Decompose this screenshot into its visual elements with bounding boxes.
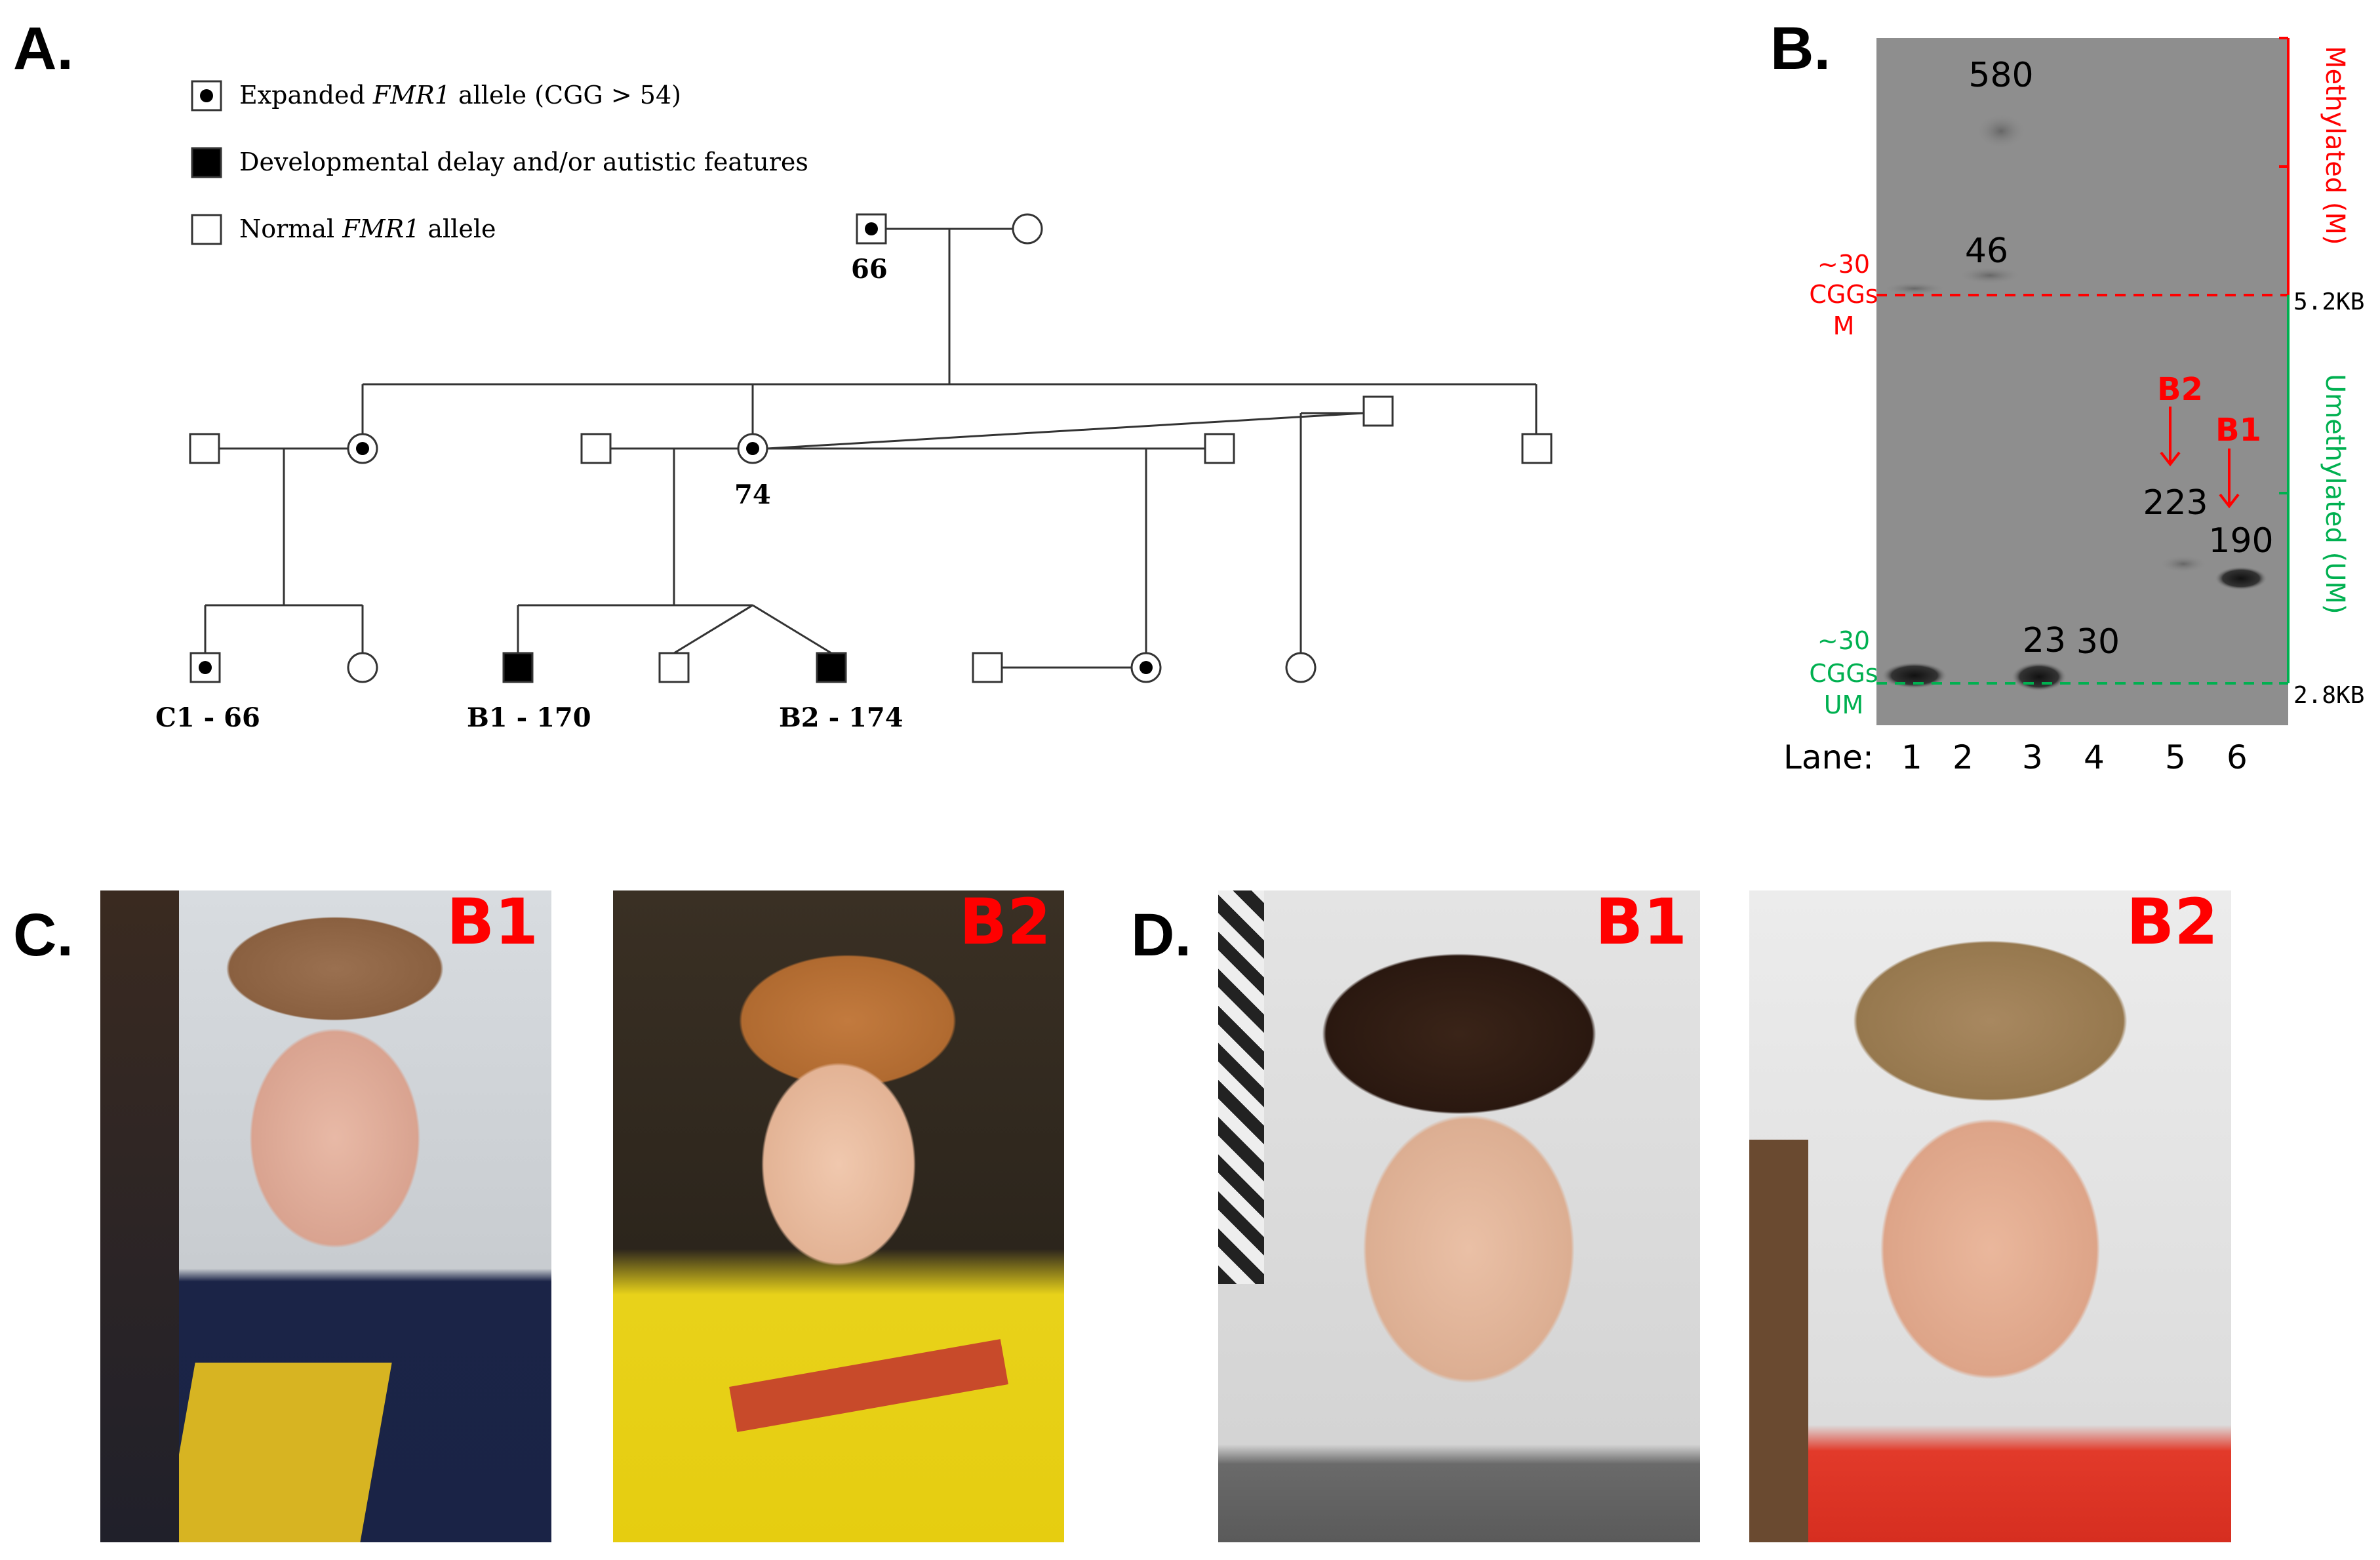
band-lane1-m [1882, 282, 1947, 295]
legend-normal-symbol [191, 214, 222, 245]
legend-normal-text: Normal FMR1 allele [239, 214, 496, 243]
left-um-line3: UM [1824, 690, 1864, 719]
c1-label: C1 - 66 [155, 702, 260, 733]
band-label-223: 223 [2143, 483, 2208, 523]
arrow-label-b1: B1 [2215, 412, 2261, 449]
lane-1: 1 [1901, 738, 1922, 776]
lane-6: 6 [2227, 738, 2248, 776]
methylated-label: Methylated (M) [2320, 46, 2350, 245]
band-label-46: 46 [1965, 231, 2008, 271]
panel-a-label: A. [13, 15, 73, 82]
panel-c-label: C. [13, 902, 73, 969]
lane-prefix: Lane: [1783, 738, 1874, 776]
band-label-580: 580 [1968, 56, 2033, 95]
legend-affected-symbol [191, 147, 222, 178]
grandmother-symbol [1012, 213, 1043, 245]
legend-carrier-symbol [191, 80, 222, 111]
band-lane6-190 [2215, 567, 2267, 590]
photo-d-b2: B2 [1749, 890, 2231, 1542]
lane-3: 3 [2022, 738, 2043, 776]
unmethylated-label: Umethylated (UM) [2320, 374, 2350, 614]
gel-image [1876, 38, 2288, 725]
band-lane5-223 [2158, 555, 2208, 573]
photo-c-b1: B1 [100, 890, 551, 1542]
size-marker-5-2kb: 5.2KB [2293, 289, 2364, 315]
band-lane2-46 [1957, 266, 2023, 285]
size-marker-2-8kb: 2.8KB [2293, 682, 2364, 709]
b1-label: B1 - 170 [467, 702, 591, 733]
pedigree-diagram: Expanded FMR1 allele (CGG > 54) Developm… [155, 80, 1553, 733]
photo-d-b1-label: B1 [1595, 890, 1687, 959]
band-label-190: 190 [2208, 521, 2273, 561]
panel-d-label: D. [1131, 902, 1191, 969]
b2-label: B2 - 174 [779, 702, 903, 733]
lane-2: 2 [1953, 738, 1973, 776]
left-m-line3: M [1833, 311, 1855, 340]
left-m-line2: CGGs [1809, 280, 1878, 309]
legend-affected-text: Developmental delay and/or autistic feat… [239, 148, 808, 176]
photo-c-b2-label: B2 [959, 890, 1051, 959]
lane-5: 5 [2165, 738, 2186, 776]
photo-c-b2: B2 [613, 890, 1064, 1542]
b1-symbol [502, 652, 534, 683]
band-lane2-580 [1975, 113, 2027, 150]
left-um-line2: CGGs [1809, 659, 1878, 688]
photo-c-b1-label: B1 [446, 890, 538, 959]
grandfather-repeat-label: 66 [851, 254, 888, 285]
mother-repeat-label: 74 [734, 479, 771, 510]
panel-b-label: B. [1770, 15, 1831, 82]
band-label-30: 30 [2076, 622, 2120, 662]
lane-4: 4 [2084, 738, 2105, 776]
left-m-line1: ~30 [1817, 250, 1870, 279]
photo-d-b2-label: B2 [2126, 890, 2218, 959]
b2-symbol [816, 652, 847, 683]
photo-d-b1: B1 [1218, 890, 1700, 1542]
band-label-23: 23 [2023, 621, 2066, 660]
left-um-line1: ~30 [1817, 626, 1870, 655]
band-lane3-um [2012, 662, 2067, 691]
arrow-label-b2: B2 [2157, 371, 2203, 408]
southern-blot-panel: 580 46 223 190 23 30 B2 B1 ~30 CGGs M ~3… [1783, 37, 2364, 776]
legend-carrier-text: Expanded FMR1 allele (CGG > 54) [239, 81, 681, 110]
